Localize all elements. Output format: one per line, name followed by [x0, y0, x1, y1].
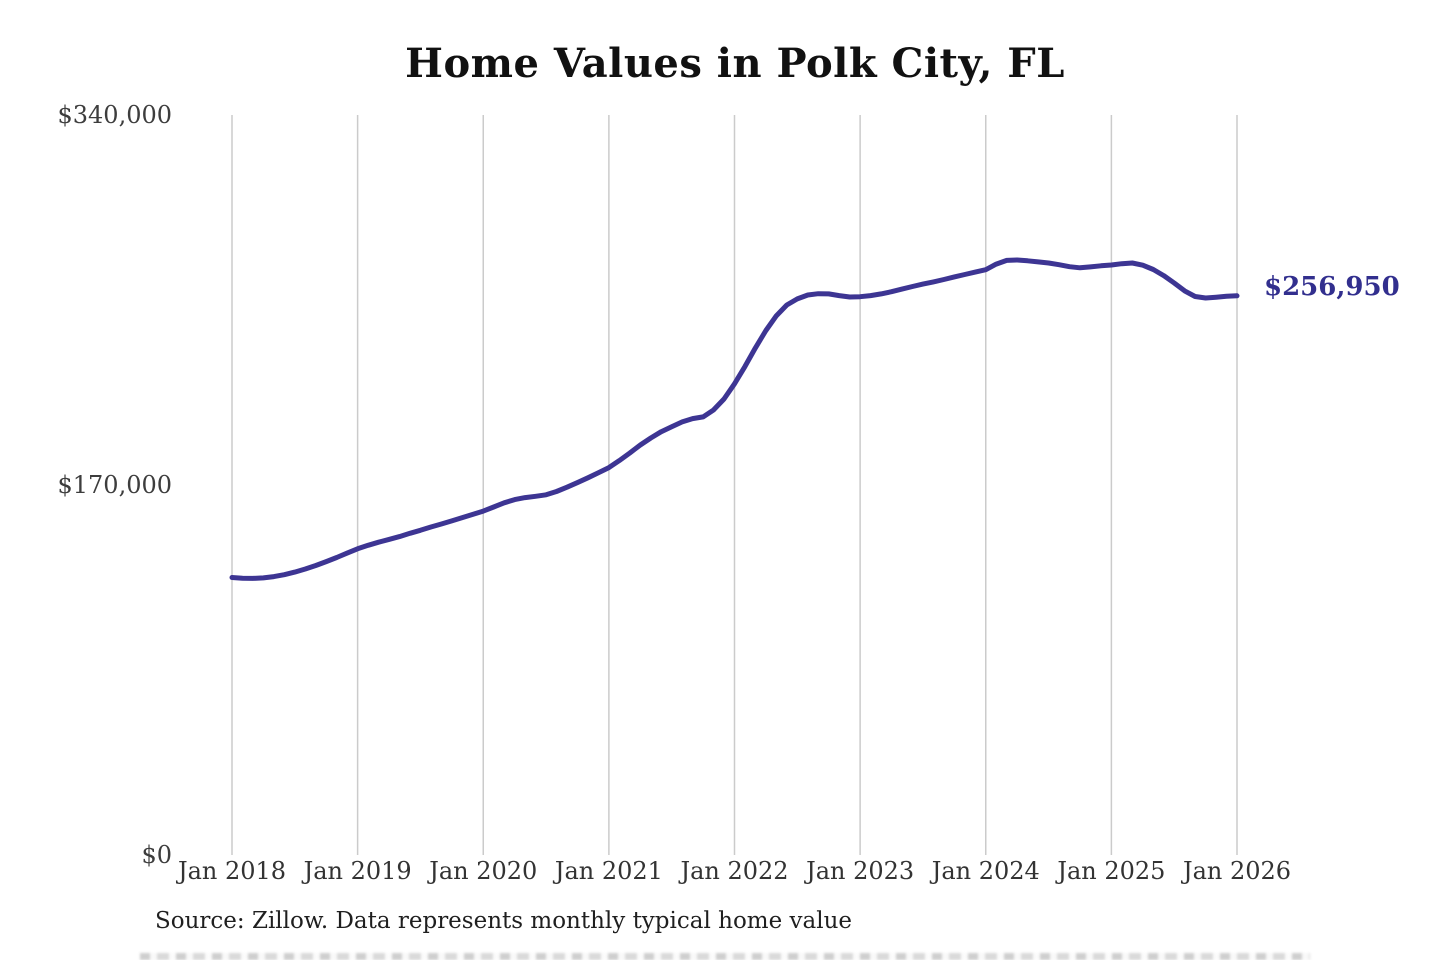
- x-axis-tick-label-jan-2025: Jan 2025: [1057, 857, 1166, 885]
- x-axis-tick-label-jan-2024: Jan 2024: [931, 857, 1040, 885]
- x-axis-tick-label-jan-2026: Jan 2026: [1182, 857, 1292, 885]
- x-axis-tick-label-jan-2022: Jan 2022: [680, 857, 789, 885]
- y-axis-tick-label-0: $0: [141, 841, 172, 869]
- x-axis-tick-label-jan-2018: Jan 2018: [177, 857, 287, 885]
- source-note: Source: Zillow. Data represents monthly …: [155, 908, 853, 934]
- chart-title: Home Values in Polk City, FL: [405, 40, 1065, 87]
- y-axis-tick-label-340000: $340,000: [57, 101, 172, 129]
- x-axis-tick-label-jan-2023: Jan 2023: [806, 857, 915, 885]
- home-value-series-line: [229, 257, 1240, 581]
- x-axis-tick-label-jan-2021: Jan 2021: [554, 857, 663, 885]
- end-value-label: $256,950: [1264, 272, 1400, 302]
- x-axis-tick-label-jan-2019: Jan 2019: [303, 857, 412, 885]
- x-axis-tick-label-jan-2020: Jan 2020: [429, 857, 538, 885]
- clipped-text-remnant: [140, 953, 1310, 960]
- y-axis-tick-label-170000: $170,000: [57, 471, 172, 499]
